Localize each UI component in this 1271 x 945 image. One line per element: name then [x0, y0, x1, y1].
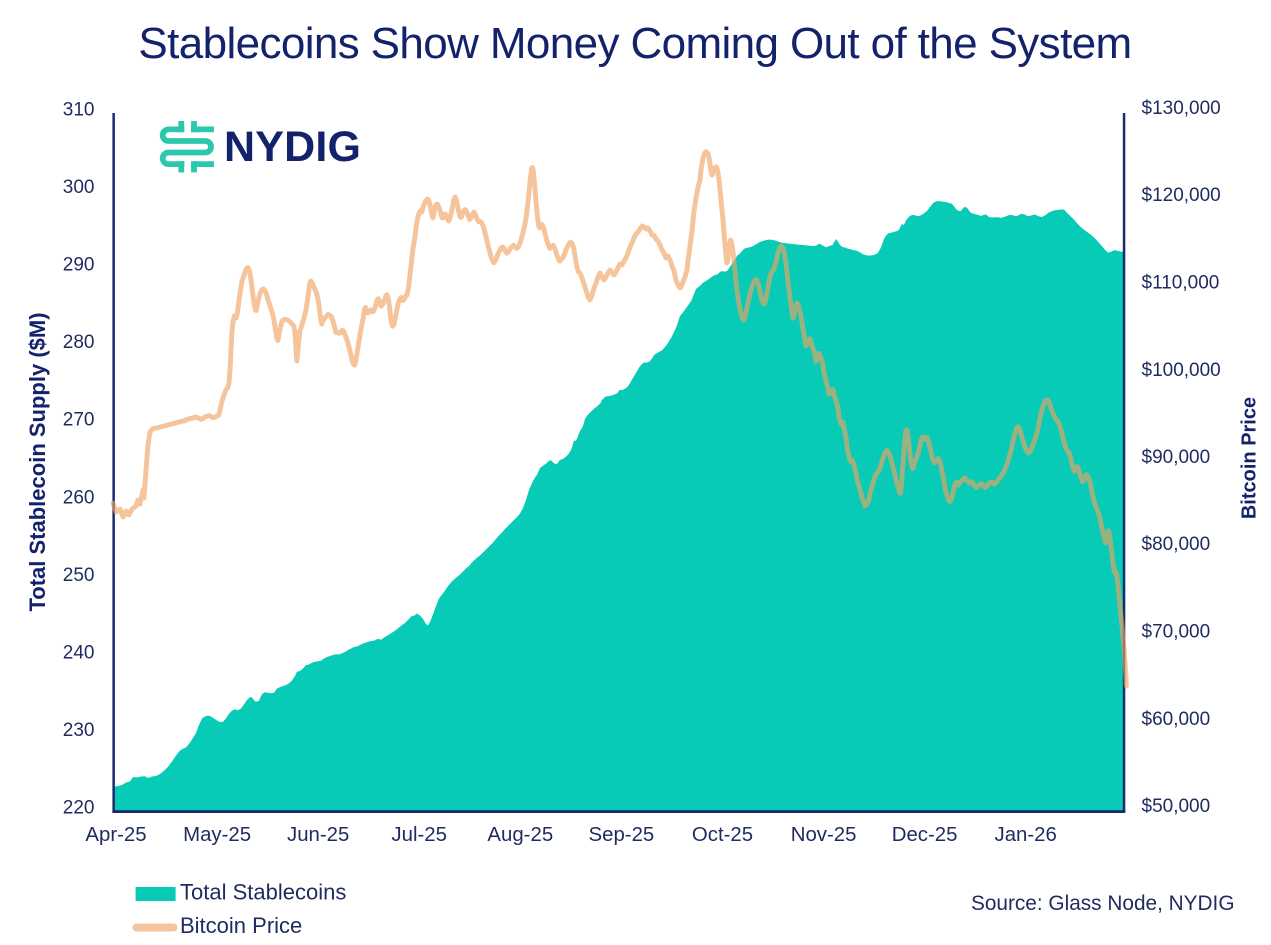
svg-text:$50,000: $50,000	[1142, 796, 1211, 817]
svg-text:Sep-25: Sep-25	[589, 824, 655, 846]
svg-text:Nov-25: Nov-25	[791, 824, 857, 846]
svg-text:Jan-26: Jan-26	[995, 824, 1057, 846]
svg-text:270: 270	[63, 410, 95, 431]
svg-text:Total Stablecoins: Total Stablecoins	[180, 880, 346, 905]
svg-text:290: 290	[63, 255, 95, 276]
svg-text:230: 230	[63, 720, 95, 741]
svg-text:$130,000: $130,000	[1142, 98, 1221, 119]
svg-text:Aug-25: Aug-25	[487, 824, 553, 846]
svg-text:$80,000: $80,000	[1142, 534, 1211, 555]
svg-text:310: 310	[63, 100, 95, 121]
svg-text:300: 300	[63, 177, 95, 198]
svg-text:Source: Glass Node, NYDIG: Source: Glass Node, NYDIG	[971, 892, 1235, 915]
svg-text:Bitcoin Price: Bitcoin Price	[180, 913, 302, 938]
svg-text:250: 250	[63, 565, 95, 586]
svg-text:Apr-25: Apr-25	[85, 824, 146, 846]
svg-text:Stablecoins Show Money Coming: Stablecoins Show Money Coming Out of the…	[138, 19, 1131, 68]
svg-text:$110,000: $110,000	[1142, 273, 1220, 294]
svg-text:240: 240	[63, 642, 95, 663]
svg-text:Total Stablecoin Supply ($M): Total Stablecoin Supply ($M)	[25, 312, 50, 611]
svg-text:$120,000: $120,000	[1142, 185, 1221, 206]
svg-text:May-25: May-25	[183, 824, 251, 846]
svg-text:Dec-25: Dec-25	[892, 824, 958, 846]
svg-text:Oct-25: Oct-25	[692, 824, 753, 846]
svg-text:$60,000: $60,000	[1142, 709, 1211, 730]
svg-text:Jul-25: Jul-25	[391, 824, 447, 846]
svg-text:220: 220	[63, 798, 95, 819]
svg-text:Bitcoin Price: Bitcoin Price	[1239, 397, 1261, 519]
svg-text:280: 280	[63, 332, 95, 353]
svg-text:$90,000: $90,000	[1142, 447, 1211, 468]
svg-text:Jun-25: Jun-25	[287, 824, 349, 846]
svg-text:260: 260	[63, 487, 95, 508]
svg-text:$100,000: $100,000	[1142, 360, 1221, 381]
svg-text:$70,000: $70,000	[1142, 622, 1211, 643]
svg-text:NYDIG: NYDIG	[224, 123, 361, 171]
